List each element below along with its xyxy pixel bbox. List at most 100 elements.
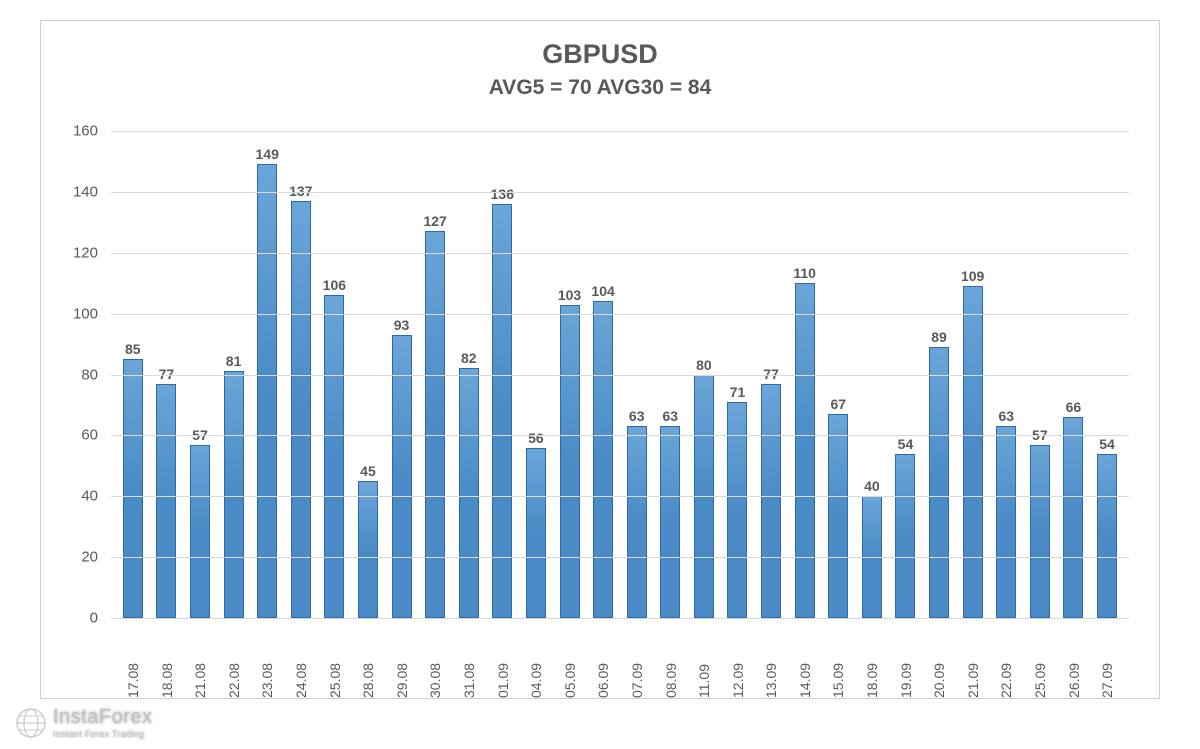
bar-value-label: 63 xyxy=(998,408,1014,424)
bar: 63 xyxy=(627,426,647,618)
bar-value-label: 93 xyxy=(394,317,410,333)
bar-value-label: 110 xyxy=(793,265,816,281)
watermark-globe-icon xyxy=(15,707,47,739)
bar: 85 xyxy=(123,359,143,618)
bar: 77 xyxy=(761,384,781,618)
x-axis-label: 12.09 xyxy=(721,618,755,698)
x-axis-label: 27.09 xyxy=(1090,618,1124,698)
watermark-text: InstaForex Instant Forex Trading xyxy=(53,706,152,739)
x-axis-label: 25.09 xyxy=(1023,618,1057,698)
x-axis-label: 22.09 xyxy=(989,618,1023,698)
x-axis-label: 20.09 xyxy=(922,618,956,698)
y-axis-label: 20 xyxy=(81,549,98,566)
bar-value-label: 45 xyxy=(360,463,376,479)
bar: 57 xyxy=(1030,445,1050,618)
bar: 109 xyxy=(963,286,983,618)
x-axis-label: 19.09 xyxy=(889,618,923,698)
chart-title: GBPUSD xyxy=(41,21,1159,70)
y-axis-label: 40 xyxy=(81,488,98,505)
watermark-brand: InstaForex xyxy=(53,706,152,729)
x-axis-label: 14.09 xyxy=(788,618,822,698)
x-axis-label: 17.08 xyxy=(116,618,150,698)
x-axis-label: 24.08 xyxy=(284,618,318,698)
bar: 137 xyxy=(291,201,311,618)
bar: 71 xyxy=(727,402,747,618)
bar: 77 xyxy=(156,384,176,618)
grid-line xyxy=(111,496,1129,497)
x-axis-label: 13.09 xyxy=(754,618,788,698)
x-axis-label: 04.09 xyxy=(519,618,553,698)
y-axis-label: 160 xyxy=(73,123,98,140)
y-axis-label: 100 xyxy=(73,305,98,322)
bar: 103 xyxy=(560,305,580,619)
bar-value-label: 63 xyxy=(629,408,645,424)
bar: 81 xyxy=(224,371,244,618)
x-axis-label: 01.09 xyxy=(486,618,520,698)
bar-value-label: 104 xyxy=(591,283,614,299)
bar-value-label: 80 xyxy=(696,357,712,373)
grid-line xyxy=(111,375,1129,376)
x-axis-label: 05.09 xyxy=(553,618,587,698)
bar: 67 xyxy=(828,414,848,618)
grid-line xyxy=(111,314,1129,315)
x-axis-label: 31.08 xyxy=(452,618,486,698)
bar: 127 xyxy=(425,231,445,618)
bar-value-label: 127 xyxy=(423,213,446,229)
y-axis-label: 80 xyxy=(81,366,98,383)
chart-container: GBPUSD AVG5 = 70 AVG30 = 84 020406080100… xyxy=(40,20,1160,699)
bar: 110 xyxy=(795,283,815,618)
bar: 93 xyxy=(392,335,412,618)
plot-area: 8577578114913710645931278213656103104636… xyxy=(111,131,1129,618)
bar-value-label: 103 xyxy=(558,287,581,303)
x-axis-label: 25.08 xyxy=(318,618,352,698)
x-axis-label: 08.09 xyxy=(654,618,688,698)
bar: 54 xyxy=(895,454,915,618)
watermark-tagline: Instant Forex Trading xyxy=(53,729,152,739)
x-axis-label: 21.09 xyxy=(956,618,990,698)
y-axis-label: 60 xyxy=(81,427,98,444)
watermark: InstaForex Instant Forex Trading xyxy=(15,706,152,739)
bar: 54 xyxy=(1097,454,1117,618)
y-axis-label: 140 xyxy=(73,183,98,200)
bar-value-label: 40 xyxy=(864,478,880,494)
bar-value-label: 81 xyxy=(226,353,242,369)
x-axis-label: 26.09 xyxy=(1057,618,1091,698)
bar-value-label: 106 xyxy=(323,277,346,293)
grid-line xyxy=(111,192,1129,193)
grid-line xyxy=(111,435,1129,436)
x-axis-label: 22.08 xyxy=(217,618,251,698)
bar-value-label: 109 xyxy=(961,268,984,284)
bar-value-label: 71 xyxy=(730,384,746,400)
bar: 63 xyxy=(996,426,1016,618)
bar: 82 xyxy=(459,368,479,618)
x-axis-label: 18.08 xyxy=(150,618,184,698)
bar: 89 xyxy=(929,347,949,618)
x-axis-label: 07.09 xyxy=(620,618,654,698)
bar-value-label: 63 xyxy=(663,408,679,424)
x-axis-label: 15.09 xyxy=(821,618,855,698)
y-axis: 020406080100120140160 xyxy=(41,131,106,618)
bar-value-label: 85 xyxy=(125,341,141,357)
x-axis-label: 21.08 xyxy=(183,618,217,698)
x-axis-label: 18.09 xyxy=(855,618,889,698)
bar-value-label: 82 xyxy=(461,350,477,366)
x-axis-label: 28.08 xyxy=(351,618,385,698)
y-axis-label: 120 xyxy=(73,244,98,261)
chart-subtitle: AVG5 = 70 AVG30 = 84 xyxy=(41,70,1159,100)
bar: 106 xyxy=(324,295,344,618)
bar: 63 xyxy=(660,426,680,618)
bar-value-label: 54 xyxy=(1099,436,1115,452)
bar: 136 xyxy=(492,204,512,618)
x-axis-label: 06.09 xyxy=(586,618,620,698)
x-axis-label: 11.09 xyxy=(687,618,721,698)
bar-value-label: 54 xyxy=(898,436,914,452)
bar-value-label: 67 xyxy=(830,396,846,412)
x-axis-label: 30.08 xyxy=(418,618,452,698)
bar: 104 xyxy=(593,301,613,618)
x-axis: 17.0818.0821.0822.0823.0824.0825.0828.08… xyxy=(111,618,1129,698)
bar-value-label: 66 xyxy=(1066,399,1082,415)
bar: 66 xyxy=(1063,417,1083,618)
x-axis-label: 23.08 xyxy=(250,618,284,698)
grid-line xyxy=(111,131,1129,132)
bar: 45 xyxy=(358,481,378,618)
